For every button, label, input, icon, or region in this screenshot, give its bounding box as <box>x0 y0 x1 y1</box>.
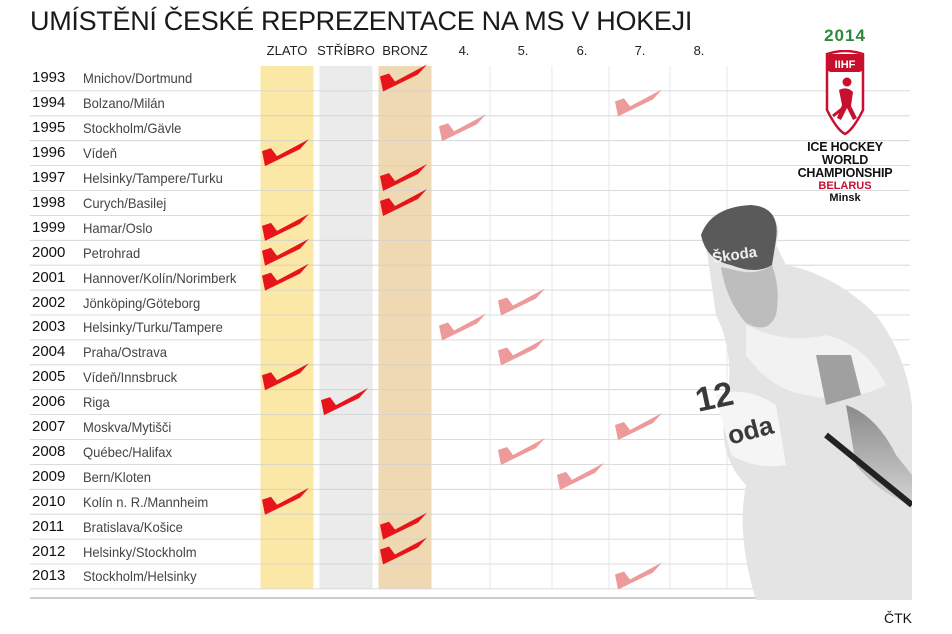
row-year: 1994 <box>32 94 66 112</box>
column-header: 6. <box>576 43 588 58</box>
row-year: 1997 <box>32 169 66 187</box>
row-venue: Helsinky/Stockholm <box>83 543 197 560</box>
placement-check-mark <box>380 512 427 540</box>
row-venue: Mnichov/Dortmund <box>83 70 193 87</box>
placement-check-mark <box>380 188 427 216</box>
placement-check-mark <box>615 89 662 117</box>
row-year: 2011 <box>32 517 65 535</box>
silver-column <box>319 66 373 589</box>
row-venue: Jönköping/Göteborg <box>83 294 201 311</box>
column-header: BRONZ <box>382 43 428 58</box>
row-venue: Helsinky/Turku/Tampere <box>83 319 223 336</box>
row-venue: Hannover/Kolín/Norimberk <box>83 269 237 286</box>
row-year: 1998 <box>32 193 66 211</box>
logo-year: 2014 <box>824 26 866 45</box>
row-year: 2003 <box>32 318 66 336</box>
row-year: 2002 <box>32 293 66 311</box>
iihf-logo: 2014 IIHF ICE HOCKEY WORLD CHAMPIONSHIP … <box>780 26 910 205</box>
row-year: 1999 <box>32 218 66 236</box>
placement-check-mark <box>498 437 545 465</box>
row-year: 2005 <box>32 368 66 386</box>
column-header: 5. <box>517 43 529 58</box>
badge-text: IIHF <box>835 59 856 71</box>
logo-city: Minsk <box>829 192 861 204</box>
row-year: 2007 <box>32 418 66 436</box>
row-venue: Riga <box>83 394 110 411</box>
placement-check-mark <box>439 313 486 341</box>
row-year: 2008 <box>32 442 66 460</box>
placement-check-mark <box>498 338 545 366</box>
row-venue: Québec/Halifax <box>83 443 173 460</box>
bronze-column <box>378 66 432 589</box>
hockey-player-photo: 12 oda Škoda <box>676 205 914 605</box>
row-venue: Bern/Kloten <box>83 468 152 485</box>
row-year: 2001 <box>32 268 66 286</box>
placement-check-mark <box>615 562 662 590</box>
row-venue: Stockholm/Helsinky <box>83 568 197 585</box>
jersey-number: 12 <box>692 375 737 420</box>
placement-check-mark <box>380 64 427 92</box>
row-venue: Petrohrad <box>83 244 141 261</box>
row-venue: Curych/Basilej <box>83 194 167 211</box>
row-venue: Hamar/Oslo <box>83 219 153 236</box>
placement-check-mark <box>380 537 427 565</box>
row-venue: Bratislava/Košice <box>83 518 183 535</box>
row-year: 2010 <box>32 492 66 510</box>
row-venue: Vídeň/Innsbruck <box>83 369 178 386</box>
placement-check-mark <box>557 462 604 490</box>
row-year: 1996 <box>32 144 66 162</box>
column-header: 4. <box>458 43 470 58</box>
row-venue: Praha/Ostrava <box>83 344 167 361</box>
placement-check-mark <box>262 213 309 241</box>
placement-check-mark <box>262 263 309 291</box>
row-year: 2006 <box>32 393 66 411</box>
placement-check-mark <box>615 413 662 441</box>
logo-line-world: WORLD <box>821 153 869 167</box>
logo-line-championship: CHAMPIONSHIP <box>797 166 893 180</box>
row-venue: Stockholm/Gävle <box>83 120 182 137</box>
source-credit: ČTK <box>884 610 912 626</box>
row-venue: Helsinky/Tampere/Turku <box>83 170 223 187</box>
logo-country: BELARUS <box>818 180 872 192</box>
column-header: 7. <box>634 43 646 58</box>
placement-check-mark <box>262 238 309 266</box>
row-venue: Bolzano/Milán <box>83 95 165 112</box>
row-year: 2013 <box>32 567 66 585</box>
placement-check-mark <box>439 114 486 142</box>
column-header: STŘÍBRO <box>317 43 375 58</box>
placement-check-mark <box>321 388 368 416</box>
row-year: 2000 <box>32 243 66 261</box>
row-venue: Kolín n. R./Mannheim <box>83 493 209 510</box>
row-year: 2009 <box>32 467 66 485</box>
row-year: 1993 <box>32 69 66 87</box>
iihf-badge-icon: IIHF <box>825 49 865 136</box>
placement-check-mark <box>262 487 309 515</box>
row-venue: Moskva/Mytišči <box>83 419 172 436</box>
placement-check-mark <box>380 164 427 192</box>
placement-check-mark <box>262 139 309 167</box>
placement-check-mark <box>262 363 309 391</box>
placement-check-mark <box>498 288 545 316</box>
row-year: 2004 <box>32 343 66 361</box>
logo-line-ice-hockey: ICE HOCKEY <box>807 140 883 154</box>
column-header: ZLATO <box>266 43 308 58</box>
chart-title: UMÍSTĚNÍ ČESKÉ REPREZENTACE NA MS V HOKE… <box>30 6 693 36</box>
row-venue: Vídeň <box>83 145 118 162</box>
row-year: 1995 <box>32 119 66 137</box>
row-year: 2012 <box>32 542 66 560</box>
column-header: 8. <box>693 43 705 58</box>
